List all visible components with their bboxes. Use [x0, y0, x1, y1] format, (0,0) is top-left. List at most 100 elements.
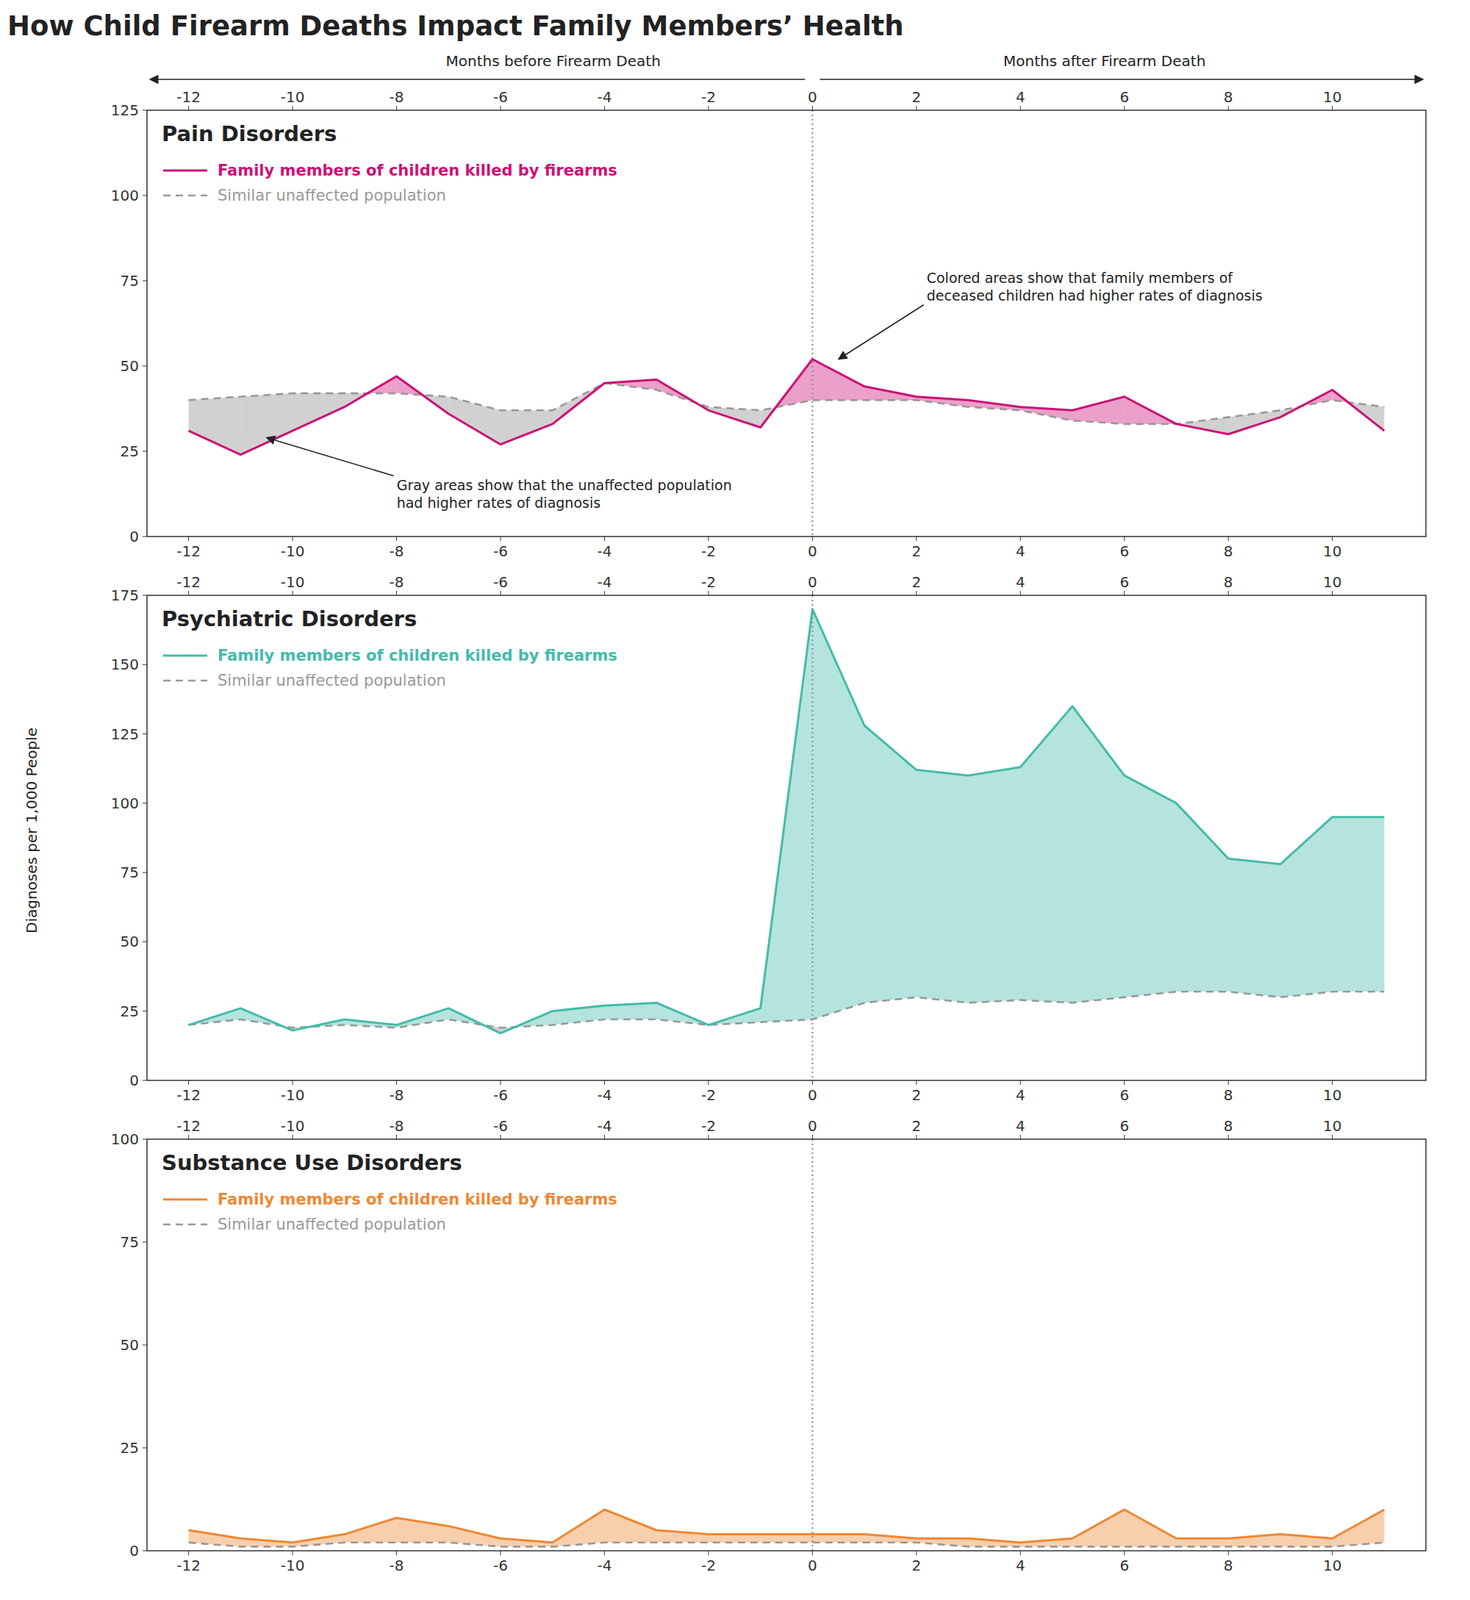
- legend-swatch: [163, 169, 208, 172]
- x-tick-top: [1228, 105, 1229, 111]
- x-tick-top: [1123, 590, 1125, 596]
- y-tick-label: 75: [120, 1233, 139, 1251]
- x-tick-top: [396, 590, 397, 596]
- x-tick-label-top: 0: [807, 88, 818, 106]
- y-tick-label: 175: [110, 586, 139, 605]
- x-tick-top: [499, 1134, 501, 1140]
- x-tick-top: [1331, 590, 1333, 596]
- y-label: Diagnoses per 1,000 People: [22, 727, 41, 934]
- x-tick-top: [1123, 1134, 1125, 1140]
- series-line: [188, 1509, 1385, 1543]
- annotation: Gray areas show that the unaffected popu…: [396, 477, 733, 511]
- x-tick-top: [812, 590, 813, 596]
- difference-area: [1124, 775, 1177, 998]
- x-tick-label: 0: [807, 542, 818, 561]
- x-tick-label-top: 6: [1119, 573, 1129, 591]
- x-tick-top: [1331, 1134, 1333, 1140]
- x-tick-top: [1331, 105, 1333, 111]
- difference-area: [240, 393, 293, 455]
- x-tick: [604, 1080, 605, 1085]
- x-tick-top: [812, 105, 813, 111]
- x-tick-label: 4: [1015, 1086, 1026, 1104]
- y-tick: [142, 941, 147, 943]
- plot-frame: [147, 110, 1426, 537]
- y-tick: [142, 1139, 147, 1140]
- x-tick-top: [915, 590, 917, 596]
- x-tick-label: 2: [911, 1556, 921, 1575]
- x-tick-label-top: -4: [596, 88, 612, 106]
- x-tick-top: [188, 590, 189, 596]
- legend-label: Family members of children killed by fir…: [217, 161, 618, 180]
- plot-frame: [147, 1139, 1426, 1551]
- event-line: [811, 595, 813, 1081]
- x-tick-label-top: 8: [1223, 1117, 1234, 1135]
- legend-label: Similar unaffected population: [217, 1215, 447, 1234]
- legend-swatch: [163, 1223, 208, 1226]
- x-tick-label-top: -6: [493, 1117, 508, 1135]
- header-after: Months after Firearm Death: [1003, 52, 1206, 70]
- x-tick-label-top: -4: [596, 1117, 612, 1135]
- difference-area: [708, 1534, 761, 1543]
- y-tick-label: 0: [129, 1071, 139, 1090]
- x-tick-label: 4: [1015, 542, 1026, 561]
- x-tick-label-top: 4: [1015, 88, 1026, 106]
- event-line: [811, 110, 813, 537]
- annotation-line: Gray areas show that the unaffected popu…: [396, 477, 733, 494]
- x-tick-top: [707, 590, 709, 596]
- y-tick-label: 25: [120, 1439, 139, 1457]
- y-tick-label: 100: [110, 186, 139, 205]
- y-tick-label: 125: [110, 725, 139, 744]
- y-tick: [142, 1447, 147, 1449]
- x-tick: [1331, 1080, 1333, 1085]
- panel-title: Pain Disorders: [161, 121, 337, 147]
- series-line: [188, 382, 1385, 425]
- x-tick-label-top: 10: [1323, 1117, 1342, 1135]
- x-tick-label: -8: [389, 1086, 405, 1104]
- x-tick-top: [707, 1134, 709, 1140]
- x-tick-top: [292, 590, 294, 596]
- x-tick-top: [188, 1134, 189, 1140]
- x-tick-label-top: -8: [389, 88, 405, 106]
- annotation: Colored areas show that family members o…: [926, 269, 1263, 304]
- x-tick: [188, 536, 189, 541]
- difference-area: [1228, 858, 1281, 998]
- x-tick-top: [292, 105, 294, 111]
- plot-area: [188, 1139, 1385, 1551]
- x-tick-label: -12: [176, 1086, 201, 1104]
- x-tick-label: 6: [1119, 542, 1129, 561]
- x-tick-label: -4: [596, 542, 612, 561]
- plot-area: [188, 110, 1385, 537]
- panel: -12-12-10-10-8-8-6-6-4-4-2-2002244668810…: [110, 573, 1426, 1104]
- x-tick-label-top: -12: [176, 88, 201, 106]
- y-tick: [142, 536, 147, 538]
- x-tick-label-top: 8: [1223, 573, 1234, 591]
- x-tick-top: [1020, 105, 1021, 111]
- x-tick: [1331, 1550, 1333, 1556]
- annotation-line: Colored areas show that family members o…: [926, 269, 1235, 286]
- y-tick: [142, 595, 147, 597]
- x-tick: [1123, 536, 1125, 541]
- x-tick-label-top: -10: [280, 573, 306, 591]
- x-tick: [812, 1550, 813, 1556]
- x-tick-label-top: -10: [280, 88, 306, 106]
- x-tick-label-top: 8: [1223, 88, 1234, 106]
- x-tick-label-top: -2: [701, 573, 716, 591]
- y-tick: [142, 1010, 147, 1012]
- x-tick-top: [396, 105, 397, 111]
- annotation-arrow: [266, 437, 394, 476]
- x-tick-label-top: 4: [1015, 573, 1026, 591]
- difference-area: [1332, 817, 1385, 993]
- x-tick-label-top: -12: [176, 573, 201, 591]
- y-tick-label: 50: [120, 357, 139, 375]
- x-tick-label: 4: [1015, 1556, 1026, 1575]
- x-tick-label-top: -8: [389, 1117, 405, 1135]
- x-tick-label: -12: [176, 1556, 201, 1575]
- x-tick-label-top: 0: [807, 1117, 818, 1135]
- panel-title: Psychiatric Disorders: [161, 606, 417, 632]
- x-tick-label-top: 4: [1015, 1117, 1026, 1135]
- difference-area: [968, 767, 1021, 1004]
- y-tick: [142, 1345, 147, 1346]
- difference-area: [760, 1534, 813, 1543]
- y-tick-label: 50: [120, 1336, 139, 1354]
- x-tick-label-top: 2: [911, 573, 921, 591]
